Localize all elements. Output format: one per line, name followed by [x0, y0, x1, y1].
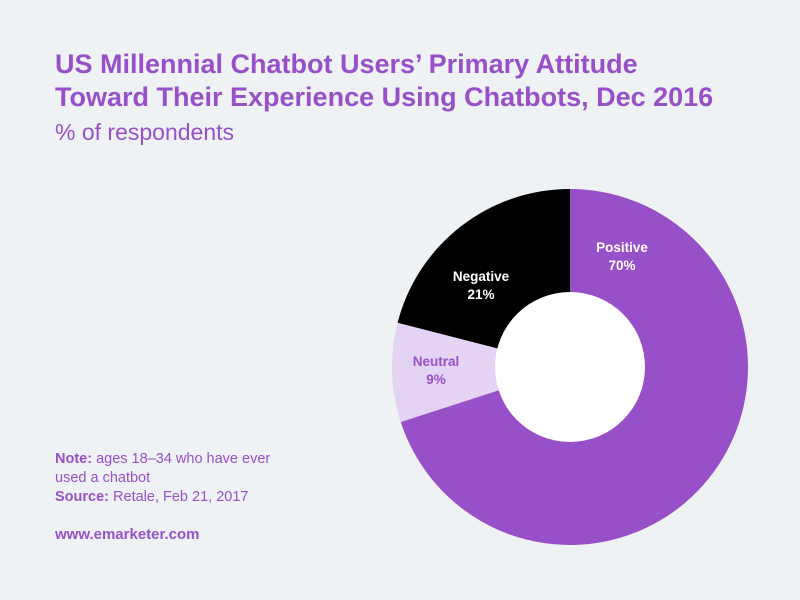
data-label-neutral: Neutral: [413, 354, 460, 369]
chart-header: US Millennial Chatbot Users’ Primary Att…: [55, 48, 715, 146]
donut-hole: [495, 292, 645, 442]
data-label-positive: Positive: [596, 240, 648, 255]
source-text: Retale, Feb 21, 2017: [109, 489, 249, 505]
note-text: ages 18–34 who have ever used a chatbot: [55, 451, 271, 486]
chart-footer: Note: ages 18–34 who have ever used a ch…: [55, 450, 355, 544]
chart-subtitle: % of respondents: [55, 119, 235, 145]
note-label: Note:: [55, 451, 93, 467]
source-label: Source:: [55, 489, 109, 505]
data-label-positive-value: 70%: [608, 258, 635, 273]
chart-title: US Millennial Chatbot Users’ Primary Att…: [55, 49, 714, 112]
data-label-negative: Negative: [453, 269, 510, 284]
data-label-negative-value: 21%: [467, 287, 494, 302]
data-label-neutral-value: 9%: [426, 372, 446, 387]
website-link[interactable]: www.emarketer.com: [55, 526, 200, 543]
slice-neutral: [392, 322, 570, 423]
note: Note: ages 18–34 who have ever used a ch…: [55, 450, 295, 507]
